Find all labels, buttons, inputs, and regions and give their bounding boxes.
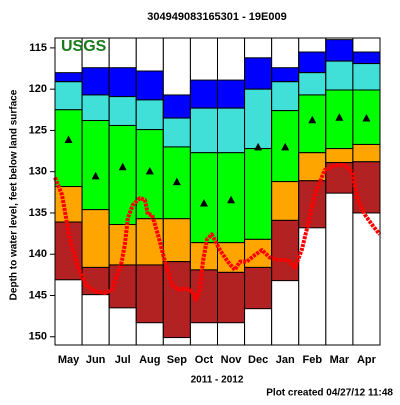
percentile-band [244,148,273,240]
percentile-band [189,79,219,109]
percentile-band [217,107,246,154]
percentile-band [325,148,354,164]
median-marker [227,195,236,204]
footer: Plot created 04/27/12 11:48 [266,388,393,399]
x-tick-label: Apr [357,354,377,366]
median-marker [254,142,263,151]
percentile-band [352,51,381,65]
x-tick-label: Oct [195,354,214,366]
x-tick-label: Dec [248,354,268,366]
percentile-band [54,109,83,188]
median-marker [362,114,371,122]
median-marker [335,113,344,121]
percentile-band [108,96,137,126]
median-marker [172,177,181,186]
percentile-band [108,67,137,98]
percentile-band [54,72,83,83]
median-marker [91,171,100,180]
water-level-line [53,163,382,302]
y-tick-label: 115 [29,42,47,54]
percentile-band [135,99,164,131]
percentile-band [298,51,327,74]
median-marker [199,199,208,207]
plot-frame [54,37,381,346]
y-tick-label: 145 [29,289,47,301]
percentile-band [81,209,110,268]
percentile-band [217,242,246,273]
median-marker [308,115,317,124]
percentile-band [162,94,191,119]
percentile-band [217,271,246,324]
percentile-band [244,88,273,150]
x-tick-label: Feb [303,354,323,366]
percentile-band [135,264,164,324]
percentile-band [135,70,164,101]
x-tick-label: Jul [115,354,131,366]
x-tick-label: Nov [221,354,243,366]
percentile-band [162,218,191,263]
percentile-band [81,94,110,122]
percentile-band [162,117,191,148]
percentile-band [162,261,191,339]
median-marker [64,135,73,144]
percentile-band [271,81,300,112]
percentile-band [298,180,327,229]
percentile-band [81,67,110,96]
percentile-band [217,79,246,109]
median-marker [281,142,290,151]
y-axis-label: Depth to water level, feet below land su… [9,89,20,300]
percentile-band [298,94,327,154]
y-tick-label: 130 [29,166,47,178]
y-tick-label: 150 [29,331,47,343]
median-marker [145,166,154,175]
percentile-band [352,143,381,163]
logo: USGS [61,38,107,55]
percentile-band [325,60,354,91]
percentile-band [54,81,83,111]
percentile-band [352,63,381,91]
y-tick-label: 120 [29,83,47,95]
percentile-band [54,186,83,223]
y-tick-label: 140 [29,248,47,260]
x-tick-label: Jan [276,354,295,366]
percentile-band [189,107,219,154]
percentile-band [271,219,300,282]
percentile-band [271,181,300,221]
x-tick-label: May [58,354,80,366]
x-tick-label: Mar [330,354,350,366]
percentile-band [271,67,300,83]
percentile-band [325,39,354,62]
percentile-band [244,266,273,310]
percentile-band [352,161,381,214]
x-tick-label: Sep [167,354,187,366]
y-tick-label: 125 [29,124,47,136]
percentile-band [244,57,273,90]
median-marker [118,162,127,171]
percentile-band [298,72,327,96]
chart-title: 304949083165301 - 19E009 [147,11,286,23]
y-tick-label: 135 [29,207,47,219]
x-axis-label: 2011 - 2012 [191,375,244,386]
x-tick-label: Jun [86,354,106,366]
percentile-band [81,120,110,211]
x-tick-label: Aug [139,354,160,366]
percentile-band [135,218,164,266]
percentile-band [189,152,219,244]
